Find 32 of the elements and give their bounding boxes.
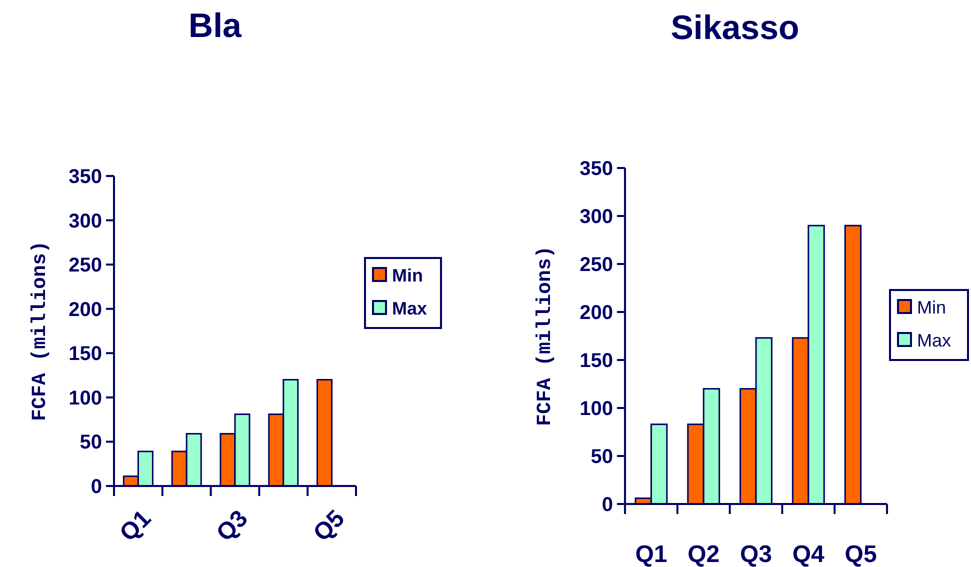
y-tick-label: 150 xyxy=(580,350,613,372)
x-tick-label: Q5 xyxy=(844,541,877,567)
y-tick-label: 200 xyxy=(580,302,613,324)
y-axis-title: FCFA (millions) xyxy=(29,240,52,422)
y-tick-label: 350 xyxy=(580,158,613,180)
y-tick-label: 0 xyxy=(90,476,102,498)
legend-label: Max xyxy=(392,298,428,318)
chart-title: Sikasso xyxy=(670,9,800,47)
x-tick-label: Q2 xyxy=(688,541,720,567)
x-tick-label: Q4 xyxy=(792,541,826,567)
y-tick-label: 100 xyxy=(580,398,613,420)
y-tick-label: 0 xyxy=(602,494,613,516)
legend-label: Min xyxy=(392,265,423,286)
y-tick-label: 300 xyxy=(580,206,613,228)
x-tick-label: Q1 xyxy=(114,505,156,547)
y-axis-title: FCFA (millions) xyxy=(534,246,557,426)
legend-label: Min xyxy=(917,297,946,318)
legend-label: Max xyxy=(917,330,952,350)
y-tick-label: 300 xyxy=(68,210,102,232)
y-tick-label: 50 xyxy=(80,432,102,454)
y-tick-label: 100 xyxy=(68,387,102,410)
y-tick-label: 50 xyxy=(590,446,613,468)
y-tick-label: 200 xyxy=(68,298,102,321)
chart-title: Bla xyxy=(188,7,243,45)
x-tick-label: Q5 xyxy=(308,505,350,547)
x-tick-label: Q3 xyxy=(211,505,254,547)
y-tick-label: 250 xyxy=(580,254,613,276)
x-tick-label: Q1 xyxy=(635,541,668,567)
y-tick-label: 250 xyxy=(68,254,102,277)
x-tick-label: Q3 xyxy=(740,541,772,567)
y-tick-label: 350 xyxy=(68,166,102,188)
y-tick-label: 150 xyxy=(68,343,102,366)
